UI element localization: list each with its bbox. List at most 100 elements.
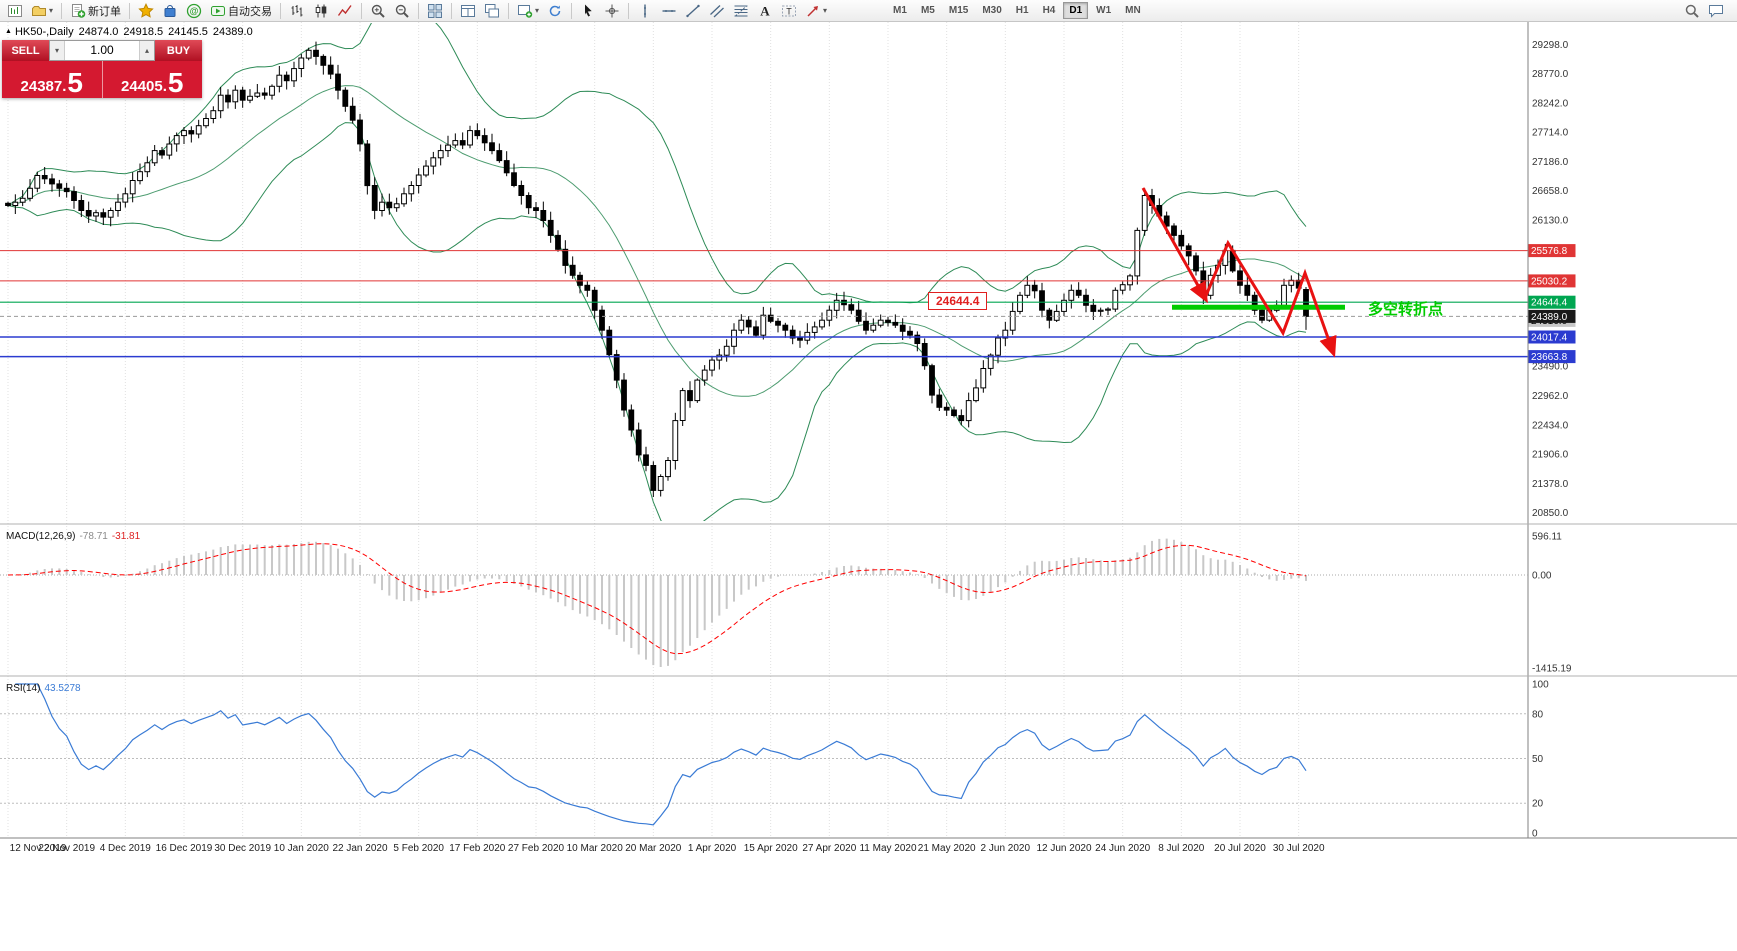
crosshair-tool-button[interactable] xyxy=(601,1,623,21)
search-icon xyxy=(1685,4,1699,18)
line-chart-mode-button[interactable] xyxy=(334,1,356,21)
candles-icon xyxy=(315,4,327,17)
bars-icon xyxy=(291,4,303,16)
timeframe-m1-button[interactable]: M1 xyxy=(887,2,913,19)
zoom-out-button[interactable] xyxy=(391,1,413,21)
collapse-panel-icon[interactable]: ▲ xyxy=(5,28,12,35)
macd-name: MACD(12,26,9) xyxy=(6,531,76,542)
timeframe-m15-button[interactable]: M15 xyxy=(943,2,974,19)
shapes-tool-button[interactable]: ▾ xyxy=(802,1,830,21)
fibo-icon xyxy=(734,5,748,16)
timeframe-m5-button[interactable]: M5 xyxy=(915,2,941,19)
new-window-button[interactable]: ▾ xyxy=(514,1,542,21)
trade-controls-row: SELL ▾ 1.00 ▴ BUY xyxy=(2,40,202,61)
timeframe-h4-button[interactable]: H4 xyxy=(1037,2,1062,19)
zoom-in-button[interactable] xyxy=(367,1,389,21)
chart-profiles-button[interactable]: ▾ xyxy=(28,1,56,21)
timeframe-mn-button[interactable]: MN xyxy=(1119,2,1147,19)
volume-input[interactable]: 1.00 xyxy=(90,43,114,57)
sell-button[interactable]: SELL xyxy=(2,40,49,61)
buy-price: 24405. xyxy=(121,78,167,95)
price-tick-label: 20850.0 xyxy=(1532,508,1569,519)
timeframe-w1-button[interactable]: W1 xyxy=(1090,2,1117,19)
macd-pane[interactable] xyxy=(7,538,1307,667)
level-lines-layer[interactable] xyxy=(0,250,1528,358)
horizontal-line-tool-button[interactable] xyxy=(658,1,680,21)
price-level-flag[interactable]: 24644.4 xyxy=(928,292,988,311)
trend-zigzag-arrow-1[interactable] xyxy=(1141,187,1208,304)
auto-scroll-button[interactable] xyxy=(544,1,566,21)
timeframe-toolbar: M1 M5 M15 M30 H1 H4 D1 W1 MN xyxy=(886,0,1148,22)
channel-icon xyxy=(710,4,724,17)
toolbar-separator xyxy=(451,2,453,19)
toolbar-separator xyxy=(571,2,573,19)
arrange-icon xyxy=(461,4,476,17)
channel-tool-button[interactable] xyxy=(706,1,728,21)
price-tag-label: 24644.4 xyxy=(1531,298,1568,309)
trendline-tool-button[interactable] xyxy=(682,1,704,21)
candles-layer[interactable] xyxy=(5,41,1309,497)
metaeditor-button[interactable] xyxy=(135,1,157,21)
one-click-trading-panel: SELL ▾ 1.00 ▴ BUY 24387. 5 24405. 5 xyxy=(2,40,202,98)
bollinger-upper-band xyxy=(7,23,1307,304)
toolbar-separator xyxy=(628,2,630,19)
toolbar-separator xyxy=(418,2,420,19)
window-cascade-button[interactable] xyxy=(481,1,503,21)
timeframe-d1-button[interactable]: D1 xyxy=(1063,2,1089,19)
svg-text:T: T xyxy=(786,6,792,16)
rsi-axis-label: 0 xyxy=(1532,829,1538,840)
rsi-pane[interactable] xyxy=(15,683,1307,826)
price-tick-label: 28242.0 xyxy=(1532,98,1569,109)
new-order-icon xyxy=(72,3,86,18)
community-button[interactable]: @ xyxy=(183,1,205,21)
time-tick-label: 30 Dec 2019 xyxy=(214,843,271,854)
main-pane[interactable] xyxy=(5,22,1309,535)
timeframe-h1-button[interactable]: H1 xyxy=(1010,2,1035,19)
timeframe-m30-button[interactable]: M30 xyxy=(976,2,1007,19)
search-button[interactable] xyxy=(1681,1,1703,21)
rsi-line xyxy=(15,683,1307,826)
macd-main-value: -78.71 xyxy=(79,531,108,542)
help-button[interactable] xyxy=(1705,1,1727,21)
hline-icon xyxy=(662,9,676,12)
price-chart-canvas[interactable]: 29298.0 28770.0 28242.0 27714.0 27186.0 26658… xyxy=(0,22,1737,951)
price-tick-label: 27714.0 xyxy=(1532,128,1569,139)
tile-windows-icon xyxy=(428,3,443,18)
label-tool-button[interactable]: T xyxy=(778,1,800,21)
price-tag xyxy=(1528,350,1576,364)
toolbar-separator xyxy=(280,2,282,19)
dropdown-arrow-icon: ▾ xyxy=(823,6,828,15)
market-button[interactable] xyxy=(159,1,181,21)
price-axis[interactable]: 29298.0 28770.0 28242.0 27714.0 27186.0 26658… xyxy=(1528,40,1576,519)
buy-price-button[interactable]: 24405. 5 xyxy=(101,61,203,98)
vertical-line-tool-button[interactable] xyxy=(634,1,656,21)
time-tick-label: 22 Jan 2020 xyxy=(332,843,387,854)
buy-button[interactable]: BUY xyxy=(155,40,202,61)
toolbar-left-group: ▾ 新订单 @ 自动交易 ▾ A T ▾ xyxy=(3,0,831,22)
pivot-annotation-text[interactable]: 多空转折点 xyxy=(1368,300,1444,318)
new-chart-button[interactable] xyxy=(4,1,26,21)
trend-zigzag-arrow-2[interactable] xyxy=(1203,239,1337,358)
text-tool-button[interactable]: A xyxy=(754,1,776,21)
sell-price-button[interactable]: 24387. 5 xyxy=(2,61,102,98)
metaeditor-icon xyxy=(138,2,154,18)
volume-increase-button[interactable]: ▴ xyxy=(139,41,154,60)
bar-chart-mode-button[interactable] xyxy=(286,1,308,21)
tile-windows-button[interactable] xyxy=(424,1,446,21)
data-window-button[interactable] xyxy=(457,1,479,21)
macd-signal-value: -31.81 xyxy=(111,531,141,542)
candlestick-chart-mode-button[interactable] xyxy=(310,1,332,21)
cursor-tool-button[interactable] xyxy=(577,1,599,21)
time-tick-label: 4 Dec 2019 xyxy=(100,843,152,854)
time-tick-label: 24 Jun 2020 xyxy=(1095,843,1150,854)
volume-decrease-button[interactable]: ▾ xyxy=(50,41,65,60)
time-tick-label: 16 Dec 2019 xyxy=(156,843,213,854)
time-tick-label: 22 Nov 2019 xyxy=(38,843,95,854)
fibonacci-tool-button[interactable] xyxy=(730,1,752,21)
ohlc-close: 24389.0 xyxy=(212,26,253,38)
chat-icon xyxy=(1709,4,1723,18)
new-order-button[interactable]: 新订单 xyxy=(67,1,124,21)
cascade-icon xyxy=(485,3,500,17)
algo-trading-button[interactable]: 自动交易 xyxy=(207,1,275,21)
